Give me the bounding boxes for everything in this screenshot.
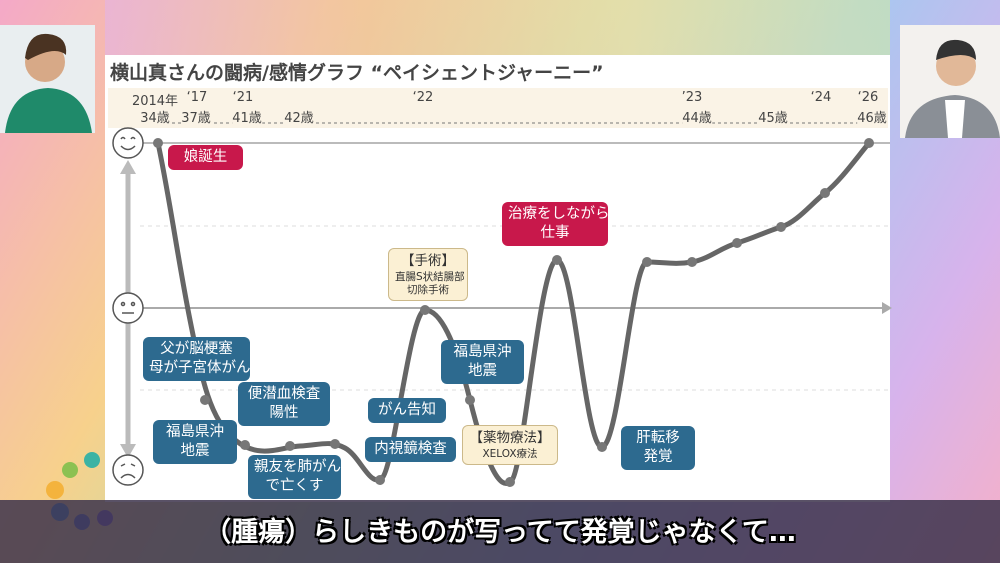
callout-line: 発覚 (643, 449, 673, 465)
axis-arrow (120, 160, 136, 174)
year-label: ’23 (681, 90, 703, 105)
callout-line: 【薬物療法】 (469, 430, 551, 446)
callout-line: 福島県沖 (453, 344, 512, 360)
callout-line: 治療をしながら (508, 206, 610, 222)
subtitle-bar (0, 500, 1000, 563)
callout: 福島県沖 地震 (441, 340, 524, 384)
callout-line: 仕事 (540, 225, 570, 241)
age-label: 41歳 (232, 107, 262, 126)
slide-title: 横山真さんの闘病/感情グラフ “ペイシェントジャーニー” (110, 62, 604, 84)
callout-line: 肝転移 (636, 430, 680, 446)
callout-line: 便潜血検査 (247, 386, 321, 402)
age-label: 34歳 (140, 107, 170, 126)
callout-line: 地震 (180, 443, 210, 459)
age-label: 44歳 (682, 107, 712, 126)
callout-subline: XELOX療法 (482, 448, 538, 460)
face-features (120, 136, 136, 479)
callout: 【薬物療法】 XELOX療法 (462, 425, 558, 465)
age-label: 37歳 (181, 107, 211, 126)
presenter-left (0, 25, 95, 133)
callout-subline: 直腸S状結腸部 (395, 271, 465, 283)
callout: 治療をしながら仕事 (502, 202, 610, 246)
slide-header-strip (105, 0, 890, 55)
year-label: ‘21 (232, 90, 254, 105)
year-label: ‘22 (412, 90, 434, 105)
callout: 肝転移 発覚 (621, 426, 695, 470)
callout-line: 父が脳梗塞 (160, 341, 233, 357)
age-label: 46歳 (857, 107, 887, 126)
year-label: ‘17 (186, 90, 208, 105)
callout: 娘誕生 (168, 145, 243, 170)
axis-arrow (120, 444, 136, 458)
age-label: 42歳 (284, 107, 314, 126)
callout: 便潜血検査 陽性 (238, 382, 330, 426)
callout: がん告知 (368, 398, 446, 423)
callout: 福島県沖 地震 (153, 420, 237, 464)
callout-line: 親友を肺がん (254, 459, 341, 475)
callout-line: 母が子宮体がん (149, 360, 251, 376)
axis-arrow (882, 302, 892, 314)
callout: 父が脳梗塞母が子宮体がん (143, 337, 251, 381)
callout-subline: 切除手術 (407, 284, 449, 296)
year-label: 2014年 (131, 94, 179, 109)
callout-line: 内視鏡検査 (374, 441, 447, 457)
callout-line: 福島県沖 (166, 424, 224, 440)
callout-line: 【手術】 (401, 253, 455, 269)
callout: 内視鏡検査 (365, 437, 456, 462)
callout-line: で亡くす (265, 478, 324, 494)
curve-points (153, 138, 874, 487)
presenter-right (900, 25, 1000, 138)
year-label: ‘24 (810, 90, 832, 105)
callout-line: 娘誕生 (183, 149, 228, 165)
year-label: ‘26 (857, 90, 879, 105)
callout-line: がん告知 (378, 402, 436, 418)
callout-line: 地震 (468, 363, 497, 379)
age-label: 45歳 (758, 107, 788, 126)
callout-line: 陽性 (269, 405, 299, 421)
callout: 【手術】直腸S状結腸部 切除手術 (388, 248, 468, 301)
callout: 親友を肺がん で亡くす (248, 455, 341, 499)
subtitle: （腫瘍）らしきものが写ってて発覚じゃなくて… (204, 517, 796, 548)
